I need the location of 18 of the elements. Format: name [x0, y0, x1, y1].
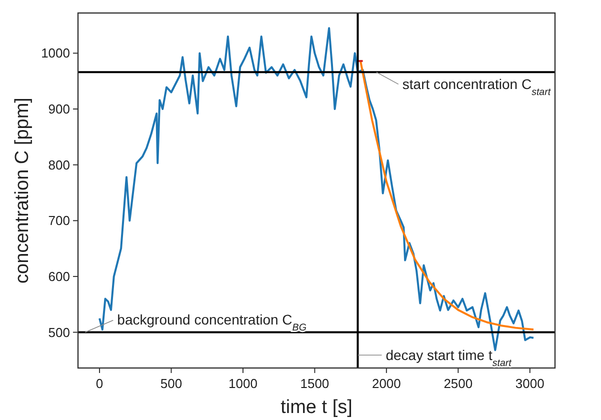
x-axis-title: time t [s] — [280, 397, 352, 418]
x-tick-label: 500 — [160, 376, 182, 391]
x-tick-label: 1500 — [300, 376, 330, 391]
y-tick-label: 900 — [48, 102, 70, 117]
y-axis-title: concentration C [ppm] — [12, 98, 33, 284]
y-tick-label: 800 — [48, 157, 70, 172]
annotation: decay start time t$_{start}$ — [386, 347, 513, 369]
x-tick-label: 2500 — [444, 376, 473, 391]
x-tick-label: 3000 — [515, 376, 544, 391]
y-tick-label: 1000 — [41, 46, 70, 61]
x-tick-label: 2000 — [372, 376, 401, 391]
y-tick-label: 700 — [48, 213, 70, 228]
x-tick-label: 0 — [96, 376, 104, 391]
annotation: background concentration C$_{BG}$ — [117, 311, 307, 333]
annotation: start concentration C$_{start}$ — [402, 76, 552, 98]
y-tick-label: 500 — [48, 324, 70, 340]
y-tick-label: 600 — [48, 269, 70, 284]
x-tick-label: 1000 — [228, 376, 258, 391]
